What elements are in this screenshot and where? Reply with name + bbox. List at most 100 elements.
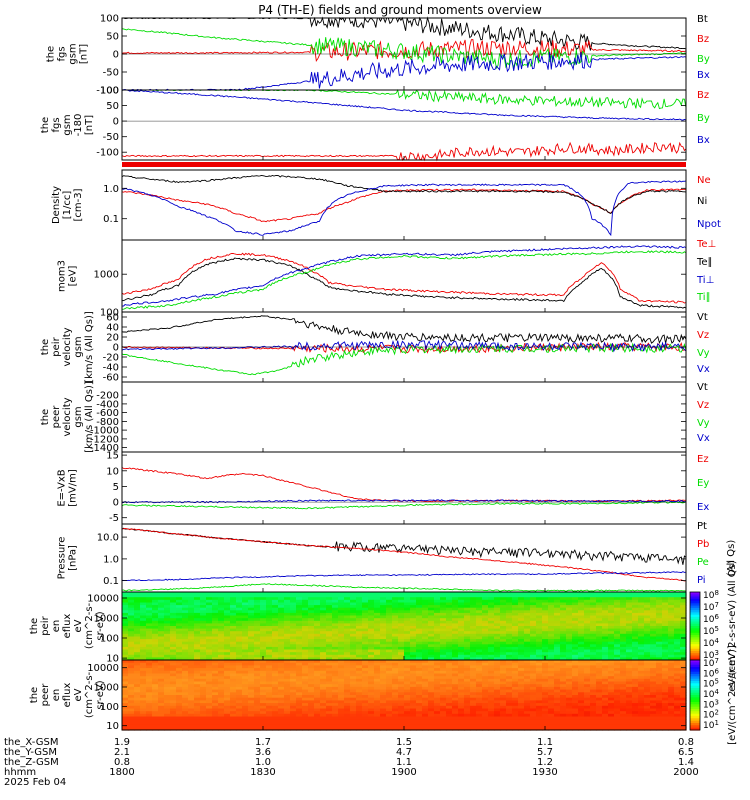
spectrogram-cell — [500, 597, 507, 601]
spectrogram-cell — [230, 705, 237, 710]
spectrogram-cell — [368, 676, 375, 680]
spectrogram-cell — [482, 695, 489, 699]
spectrogram-cell — [446, 657, 453, 661]
spectrogram-cell — [194, 599, 201, 603]
spectrogram-cell — [590, 681, 597, 685]
spectrogram-cell — [188, 620, 195, 624]
spectrogram-cell — [632, 686, 639, 691]
spectrogram-cell — [302, 641, 309, 645]
spectrogram-cell — [284, 668, 291, 672]
spectrogram-cell — [434, 705, 441, 710]
spectrogram-cell — [290, 644, 297, 648]
spectrogram-cell — [464, 695, 471, 699]
spectrogram-cell — [158, 703, 165, 707]
spectrogram-cell — [188, 692, 195, 696]
spectrogram-cell — [662, 646, 669, 651]
spectrogram-cell — [656, 605, 663, 609]
spectrogram-cell — [542, 668, 549, 672]
spectrogram-cell — [596, 615, 603, 619]
spectrogram-cell — [668, 631, 675, 635]
spectrogram-cell — [194, 652, 201, 656]
spectrogram-cell — [650, 631, 657, 635]
spectrogram-cell — [374, 618, 381, 622]
spectrogram-cell — [188, 668, 195, 672]
spectrogram-cell — [494, 602, 501, 606]
spectrogram-cell — [296, 700, 303, 704]
series-line-Vx — [121, 339, 687, 353]
spectrogram-cell — [272, 689, 279, 693]
spectrogram-cell — [488, 654, 495, 658]
spectrogram-cell — [620, 665, 627, 669]
spectrogram-cell — [224, 708, 231, 712]
spectrogram-cell — [314, 594, 321, 598]
spectrogram-cell — [410, 620, 417, 624]
spectrogram-cell — [620, 636, 627, 640]
spectrogram-cell — [380, 703, 387, 707]
spectrogram-cell — [176, 652, 183, 656]
spectrogram-cell — [302, 662, 309, 666]
spectrogram-cell — [620, 708, 627, 712]
spectrogram-cell — [302, 708, 309, 712]
spectrogram-cell — [668, 628, 675, 632]
spectrogram-cell — [398, 607, 405, 611]
spectrogram-cell — [230, 727, 237, 731]
spectrogram-cell — [368, 695, 375, 699]
spectrogram-cell — [380, 660, 387, 664]
spectrogram-cell — [128, 605, 135, 609]
spectrogram-cell — [662, 594, 669, 598]
spectrogram-cell — [596, 695, 603, 699]
spectrogram-cell — [278, 618, 285, 622]
spectrogram-cell — [392, 727, 399, 731]
spectrogram-cell — [362, 618, 369, 622]
spectrogram-cell — [194, 628, 201, 632]
spectrogram-cell — [158, 697, 165, 701]
spectrogram-cell — [200, 649, 207, 653]
spectrogram-cell — [368, 646, 375, 651]
spectrogram-cell — [464, 708, 471, 712]
spectrogram-cell — [170, 700, 177, 704]
spectrogram-cell — [278, 628, 285, 632]
spectrogram-cell — [248, 633, 255, 637]
spectrogram-cell — [596, 692, 603, 696]
spectrogram-cell — [458, 641, 465, 645]
spectrogram-cell — [230, 610, 237, 614]
spectrogram-cell — [584, 620, 591, 624]
spectrogram-cell — [272, 594, 279, 598]
spectrogram-cell — [494, 719, 501, 723]
spectrogram-cell — [302, 665, 309, 669]
spectrogram-cell — [536, 592, 543, 596]
spectrogram-cell — [224, 695, 231, 699]
spectrogram-cell — [194, 713, 201, 718]
spectrogram-cell — [650, 641, 657, 645]
spectrogram-cell — [248, 639, 255, 643]
spectrogram-cell — [644, 654, 651, 658]
spectrogram-cell — [518, 620, 525, 624]
spectrogram-cell — [482, 592, 489, 596]
legend-label: By — [697, 113, 710, 124]
spectrogram-cell — [326, 623, 333, 627]
spectrogram-cell — [146, 689, 153, 693]
spectrogram-cell — [170, 716, 177, 720]
spectrogram-cell — [572, 652, 579, 656]
spectrogram-cell — [320, 636, 327, 640]
spectrogram-cell — [548, 652, 555, 656]
spectrogram-cell — [428, 633, 435, 637]
spectrogram-cell — [578, 711, 585, 715]
spectrogram-cell — [278, 657, 285, 661]
spectrogram-cell — [584, 668, 591, 672]
spectrogram-cell — [338, 719, 345, 723]
spectrogram-cell — [218, 620, 225, 624]
spectrogram-cell — [338, 594, 345, 598]
spectrogram-cell — [680, 610, 687, 614]
spectrogram-cell — [434, 649, 441, 653]
colorbar-step — [690, 603, 700, 607]
spectrogram-cell — [632, 670, 639, 675]
spectrogram-cell — [452, 713, 459, 718]
spectrogram-cell — [620, 599, 627, 603]
spectrogram-cell — [620, 618, 627, 622]
spectrogram-cell — [416, 686, 423, 691]
spectrogram-cell — [494, 594, 501, 598]
spectrogram-cell — [368, 689, 375, 693]
spectrogram-cell — [530, 727, 537, 731]
spectrogram-cell — [476, 612, 483, 617]
